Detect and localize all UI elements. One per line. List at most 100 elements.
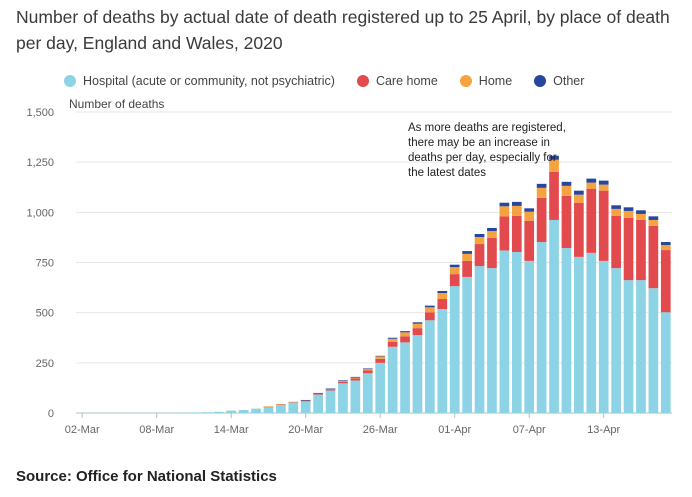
bar-care-home <box>549 171 559 220</box>
x-tick-label: 20-Mar <box>288 424 323 436</box>
bar-home <box>611 208 621 216</box>
bar-home <box>276 403 286 405</box>
bar-other <box>499 202 510 207</box>
bar-hospital <box>623 280 634 413</box>
x-tick-label: 07-Apr <box>513 424 546 436</box>
y-tick-label: 1,250 <box>26 157 54 169</box>
bar-home <box>586 182 597 189</box>
bar-care-home <box>636 219 646 281</box>
bar-hospital <box>325 390 336 413</box>
bar-care-home <box>598 190 609 261</box>
bar-other <box>536 183 547 188</box>
bar-hospital <box>114 412 125 414</box>
bar-other <box>300 399 311 401</box>
legend-item-care-home[interactable]: Care home <box>356 74 438 88</box>
bar-hospital <box>549 219 559 413</box>
annotation-line: As more deaths are registered, <box>408 122 566 134</box>
annotation-line: there may be an increase in <box>408 137 550 149</box>
annotation-line: deaths per day, especially for <box>408 152 557 164</box>
bar-hospital <box>400 342 410 413</box>
bar-hospital <box>139 412 150 414</box>
y-tick-label: 500 <box>36 308 54 320</box>
bar-care-home <box>300 400 311 402</box>
bar-hospital <box>375 362 386 413</box>
bar-hospital <box>176 412 187 413</box>
bar-other <box>648 216 659 220</box>
bar-home <box>437 293 448 300</box>
bar-home <box>549 159 559 172</box>
legend-item-other[interactable]: Other <box>534 74 584 88</box>
bar-care-home <box>524 220 535 261</box>
legend-swatch-hospital <box>64 75 76 87</box>
x-tick-label: 08-Mar <box>139 424 174 436</box>
bar-care-home <box>338 381 348 384</box>
bar-other <box>586 178 597 183</box>
bar-hospital <box>288 402 299 413</box>
bar-hospital <box>338 383 348 413</box>
bar-hospital <box>425 320 435 413</box>
bar-hospital <box>524 260 535 413</box>
bar-other <box>549 155 559 160</box>
bar-other <box>611 205 621 209</box>
bar-hospital <box>362 373 373 413</box>
bar-hospital <box>387 346 398 413</box>
bar-other <box>561 181 572 186</box>
legend-label-other: Other <box>553 74 585 88</box>
bar-other <box>474 234 485 238</box>
legend-swatch-other <box>534 75 547 87</box>
bar-home <box>375 356 386 359</box>
bar-care-home <box>487 238 497 269</box>
bar-hospital <box>412 335 423 413</box>
legend-item-home[interactable]: Home <box>459 74 513 88</box>
source-note: Source: Office for National Statistics <box>16 468 277 485</box>
bar-other <box>524 208 535 212</box>
bar-home <box>462 253 472 261</box>
bar-other <box>511 201 522 206</box>
bar-other <box>412 322 423 324</box>
bar-other <box>449 264 460 268</box>
bar-other <box>636 210 646 214</box>
bar-home <box>636 213 646 220</box>
bar-care-home <box>350 378 361 381</box>
bar-home <box>449 267 460 275</box>
bar-care-home <box>387 341 398 347</box>
bar-home <box>648 219 659 226</box>
bar-hospital <box>574 256 584 413</box>
x-tick-label: 14-Mar <box>214 424 249 436</box>
bar-hospital <box>226 410 237 413</box>
bar-other <box>325 388 336 390</box>
bar-home <box>400 332 410 337</box>
bar-hospital <box>276 404 286 413</box>
bar-hospital <box>561 248 572 413</box>
bar-hospital <box>611 268 621 413</box>
chart-title: Number of deaths by actual date of death… <box>16 7 670 53</box>
bar-care-home <box>623 217 634 281</box>
y-tick-label: 1,500 <box>26 107 54 119</box>
bar-home <box>524 211 535 221</box>
y-axis-label: Number of deaths <box>69 97 164 111</box>
legend-label-hospital: Hospital (acute or community, not psychi… <box>83 74 335 88</box>
bar-care-home <box>586 188 597 253</box>
bar-home <box>499 206 510 217</box>
bar-hospital <box>102 412 112 414</box>
bar-other <box>350 376 361 378</box>
bar-other <box>400 331 410 333</box>
bar-other <box>487 227 497 231</box>
bar-home <box>660 245 671 251</box>
legend-label-care-home: Care home <box>375 74 438 88</box>
chart-legend: Hospital (acute or community, not psychi… <box>64 72 606 90</box>
bar-home <box>412 323 423 329</box>
bar-care-home <box>511 215 522 253</box>
bar-care-home <box>449 274 460 287</box>
bar-hospital <box>437 309 448 413</box>
bar-hospital <box>474 266 485 413</box>
bar-other <box>437 290 448 294</box>
bar-other <box>338 380 348 381</box>
legend-item-hospital[interactable]: Hospital (acute or community, not psychi… <box>64 74 335 88</box>
bar-hospital <box>648 288 659 413</box>
bar-hospital <box>449 286 460 413</box>
bar-hospital <box>462 276 472 413</box>
bar-home <box>574 194 584 203</box>
bar-home <box>487 230 497 239</box>
legend-label-home: Home <box>478 74 513 88</box>
